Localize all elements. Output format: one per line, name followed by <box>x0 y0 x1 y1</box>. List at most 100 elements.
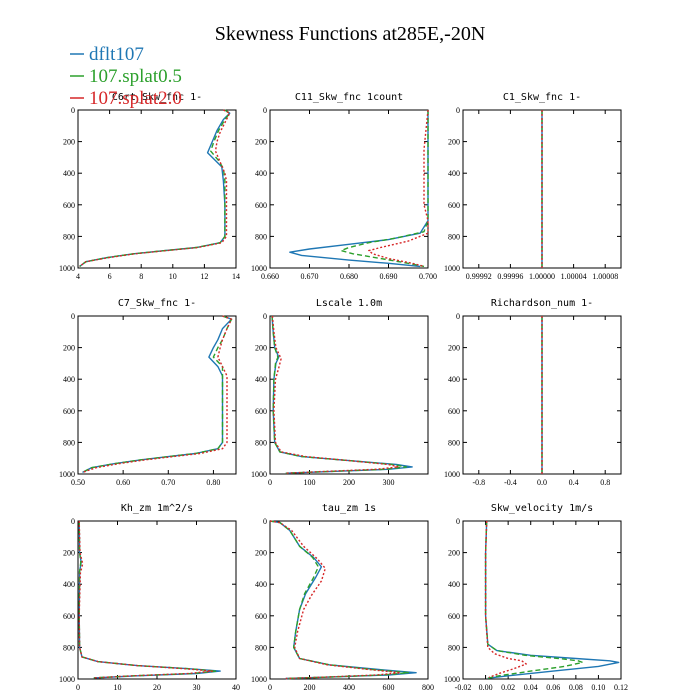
chart-panel-9: Skw_velocity 1m/s -0.02 0.00 0.02 0.04 0.06 0.… <box>444 503 628 692</box>
series-line-dflt107 <box>82 315 233 474</box>
x-tick-label: 0.690 <box>380 272 398 281</box>
x-tick-label: -0.02 <box>455 683 472 692</box>
x-tick-label: 1.00000 <box>529 272 555 281</box>
series-line-107-splat2-0 <box>269 520 402 680</box>
y-tick-label: 600 <box>63 407 75 416</box>
y-tick-label: 1000 <box>59 470 75 479</box>
y-tick-label: 200 <box>255 344 267 353</box>
chart-panel-5: Lscale 1.0m 0 100 200 300 0 200 400 600 800 1000 <box>251 298 429 487</box>
y-tick-label: 600 <box>448 612 460 621</box>
x-tick-label: 14 <box>232 272 240 281</box>
panel-grid: C6rt_Skw_fnc 1-4 6 8 10 12 140200400600800100… <box>59 92 628 692</box>
y-tick-label: 400 <box>448 580 460 589</box>
x-tick-label: 20 <box>153 683 161 692</box>
x-tick-label: 0.60 <box>116 478 130 487</box>
y-tick-label: 600 <box>448 201 460 210</box>
x-tick-label: -0.4 <box>504 478 517 487</box>
panel-title: C11_Skw_fnc 1count <box>295 92 403 103</box>
plot-frame <box>77 315 237 475</box>
x-tick-label: 0.10 <box>591 683 605 692</box>
x-tick-label: 12 <box>200 272 208 281</box>
y-tick-label: 0 <box>456 106 460 115</box>
series-line-dflt107 <box>79 109 231 267</box>
x-tick-label: 0.50 <box>71 478 85 487</box>
x-tick-label: 1.00008 <box>592 272 618 281</box>
y-tick-label: 1000 <box>251 675 267 684</box>
y-tick-label: 1000 <box>444 675 460 684</box>
series-line-107-splat2-0 <box>79 109 231 267</box>
y-tick-label: 600 <box>63 201 75 210</box>
y-tick-label: 800 <box>255 643 267 652</box>
panel-title: Skw_velocity 1m/s <box>491 503 593 514</box>
x-tick-label: 40 <box>232 683 240 692</box>
series-line-107-splat2-0 <box>271 315 400 474</box>
x-tick-label: 0.4 <box>569 478 579 487</box>
y-tick-label: 800 <box>63 232 75 241</box>
x-tick-label: 200 <box>343 478 355 487</box>
x-tick-label: 0.99992 <box>466 272 492 281</box>
y-tick-label: 0 <box>263 517 267 526</box>
y-tick-label: 400 <box>63 580 75 589</box>
x-tick-label: 0 <box>76 683 80 692</box>
plot-frame <box>77 109 237 269</box>
panel-title: Richardson_num 1- <box>491 298 593 309</box>
series-line-107-splat0-5 <box>78 520 217 679</box>
panel-title: tau_zm 1s <box>322 503 376 514</box>
series-line-107-splat0-5 <box>271 315 407 474</box>
y-tick-label: 200 <box>63 344 75 353</box>
series-line-dflt107 <box>289 110 429 268</box>
series-line-107-splat2-0 <box>368 109 429 268</box>
series-line-dflt107 <box>269 520 417 680</box>
series-line-107-splat2-0 <box>82 315 233 474</box>
plot-frame <box>462 520 622 680</box>
y-tick-label: 0 <box>71 106 75 115</box>
y-tick-label: 0 <box>456 517 460 526</box>
x-tick-label: 0.670 <box>301 272 319 281</box>
x-tick-label: 300 <box>383 478 395 487</box>
chart-panel-3: C1_Skw_fnc 1- 0.99992 0.99996 1.00000 1.0000… <box>444 92 622 281</box>
y-tick-label: 200 <box>63 549 75 558</box>
y-tick-label: 600 <box>255 201 267 210</box>
chart-panel-1: C6rt_Skw_fnc 1- 4 6 8 10 12 14 0 200 400 600 800 100… <box>59 92 240 281</box>
y-tick-label: 200 <box>255 549 267 558</box>
x-tick-label: 0.08 <box>569 683 583 692</box>
series-line-107-splat0-5 <box>79 109 231 267</box>
legend-label: 107.splat2.0 <box>89 88 182 109</box>
x-tick-label: 1.00004 <box>561 272 587 281</box>
x-tick-label: 0.12 <box>614 683 628 692</box>
chart-panel-2: C11_Skw_fnc 1count 0.660 0.670 0.680 0.690 0.… <box>251 92 437 281</box>
x-tick-label: 30 <box>193 683 201 692</box>
y-tick-label: 800 <box>448 643 460 652</box>
x-tick-label: 800 <box>422 683 434 692</box>
panel-title: Kh_zm 1m^2/s <box>121 503 193 514</box>
x-tick-label: 400 <box>343 683 355 692</box>
y-tick-label: 800 <box>255 438 267 447</box>
x-tick-label: 0.00 <box>479 683 493 692</box>
figure-title: Skewness Functions at285E,-20N <box>215 23 486 45</box>
panel-title: C7_Skw_fnc 1- <box>118 298 196 309</box>
series-line-dflt107 <box>271 315 413 474</box>
y-tick-label: 400 <box>448 169 460 178</box>
series-line-107-splat0-5 <box>82 315 233 474</box>
series-line-dflt107 <box>484 520 620 679</box>
chart-panel-6: Richardson_num 1- -0.8 -0.4 0.0 0.4 0.8 0 200 40… <box>444 298 622 487</box>
x-tick-label: 0.8 <box>600 478 610 487</box>
x-tick-label: 0.70 <box>161 478 175 487</box>
legend-label: 107.splat0.5 <box>89 66 182 87</box>
panel-title: Lscale 1.0m <box>316 298 382 309</box>
y-tick-label: 400 <box>255 580 267 589</box>
y-tick-label: 1000 <box>251 264 267 273</box>
y-tick-label: 400 <box>448 375 460 384</box>
series-line-107-splat0-5 <box>269 520 409 680</box>
x-tick-label: 10 <box>169 272 177 281</box>
y-tick-label: 0 <box>71 517 75 526</box>
x-tick-label: 10 <box>114 683 122 692</box>
x-tick-label: 0 <box>268 478 272 487</box>
series-line-107-splat2-0 <box>78 520 213 679</box>
y-tick-label: 600 <box>63 612 75 621</box>
plot-frame <box>77 520 237 680</box>
x-tick-label: 0.680 <box>340 272 358 281</box>
y-tick-label: 200 <box>63 138 75 147</box>
